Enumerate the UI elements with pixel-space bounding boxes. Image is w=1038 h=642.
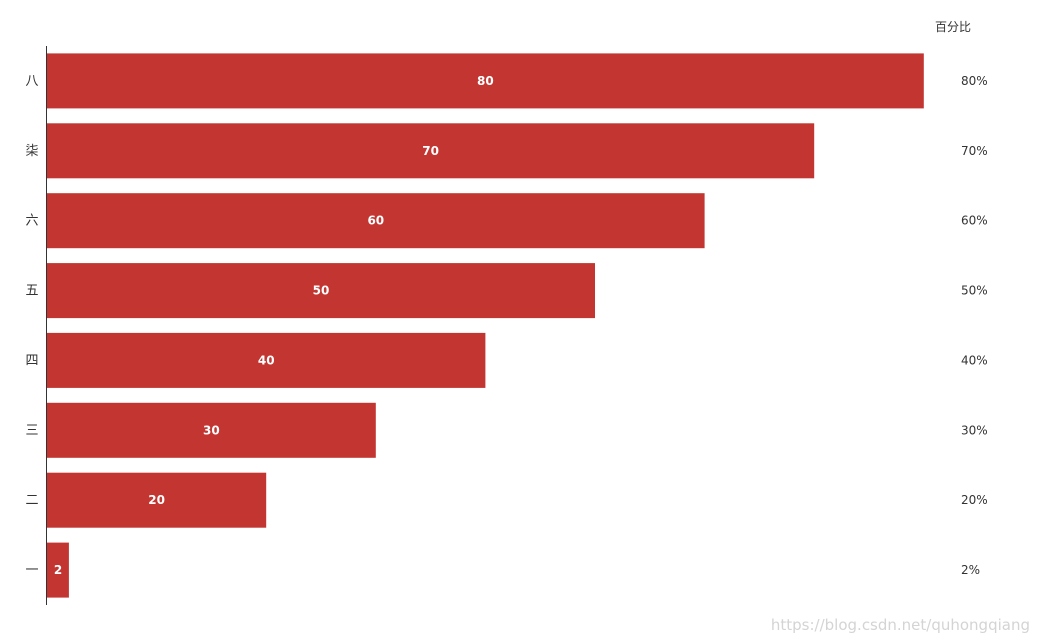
bar-value-label: 50 <box>313 284 330 298</box>
bar-value-label: 2 <box>54 563 62 577</box>
category-tick-label: 柒 <box>25 144 38 159</box>
bar-value-label: 60 <box>367 214 384 228</box>
category-tick-label: 二 <box>25 493 38 508</box>
bar-2 <box>47 472 267 528</box>
bar-3 <box>47 402 376 458</box>
bar-5 <box>47 263 595 319</box>
watermark: https://blog.csdn.net/quhongqiang <box>770 616 1030 634</box>
percent-tick-label: 50% <box>961 284 988 298</box>
percent-tick-label: 60% <box>961 214 988 228</box>
percent-axis-header: 百分比 <box>935 20 971 34</box>
bar-7 <box>47 123 815 179</box>
labels-layer: 2 一 2% 20 二 20% 30 三 30% 40 四 40% 50 五 50% 60 六 60% 70 柒 70%… <box>25 74 987 578</box>
bar-value-label: 20 <box>148 493 165 507</box>
percent-tick-label: 40% <box>961 353 988 367</box>
bars-layer <box>47 53 924 598</box>
bar-8 <box>47 53 924 109</box>
bar-value-label: 70 <box>422 144 439 158</box>
category-tick-label: 五 <box>25 284 38 299</box>
bar-6 <box>47 193 705 249</box>
percent-tick-label: 80% <box>961 74 988 88</box>
percent-tick-label: 70% <box>961 144 988 158</box>
bar-value-label: 30 <box>203 423 220 437</box>
category-tick-label: 四 <box>25 353 38 368</box>
category-tick-label: 一 <box>25 563 38 578</box>
percent-tick-label: 2% <box>961 563 980 577</box>
category-tick-label: 六 <box>25 214 38 229</box>
percent-tick-label: 20% <box>961 493 988 507</box>
percent-tick-label: 30% <box>961 423 988 437</box>
bar-value-label: 40 <box>258 353 275 367</box>
category-tick-label: 八 <box>25 74 38 89</box>
bar-4 <box>47 332 486 388</box>
bar-value-label: 80 <box>477 74 494 88</box>
category-tick-label: 三 <box>25 423 38 438</box>
bar-1 <box>47 542 69 598</box>
